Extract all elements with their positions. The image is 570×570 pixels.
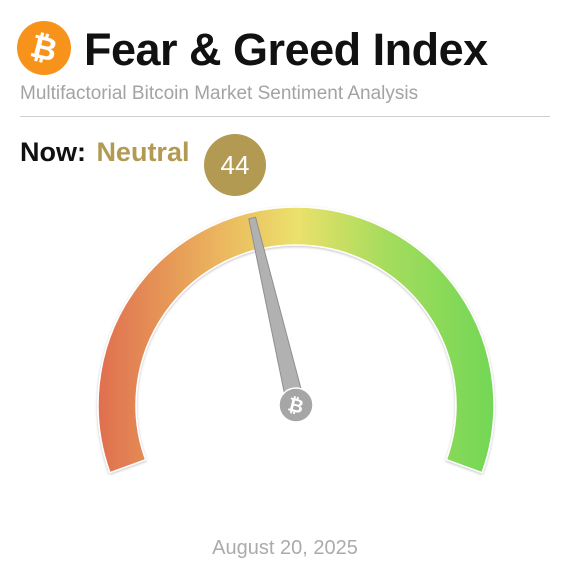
page-title: Fear & Greed Index	[84, 24, 488, 75]
now-label: Now:	[20, 137, 86, 167]
index-date: August 20, 2025	[212, 537, 358, 559]
svg-text:₿: ₿	[286, 393, 306, 418]
bitcoin-logo-icon: ₿	[17, 21, 71, 75]
sentiment-classification: Neutral	[96, 137, 190, 167]
header-divider	[20, 116, 550, 117]
sentiment-gauge: ₿	[97, 206, 495, 474]
page-subtitle: Multifactorial Bitcoin Market Sentiment …	[20, 83, 419, 104]
gauge-pivot-bitcoin-icon: ₿	[278, 387, 314, 423]
gauge-arc	[97, 206, 495, 474]
score-badge: 44	[204, 134, 266, 196]
current-status: Now: Neutral	[20, 136, 189, 168]
header: ₿ Fear & Greed Index Multifactorial Bitc…	[16, 20, 554, 116]
